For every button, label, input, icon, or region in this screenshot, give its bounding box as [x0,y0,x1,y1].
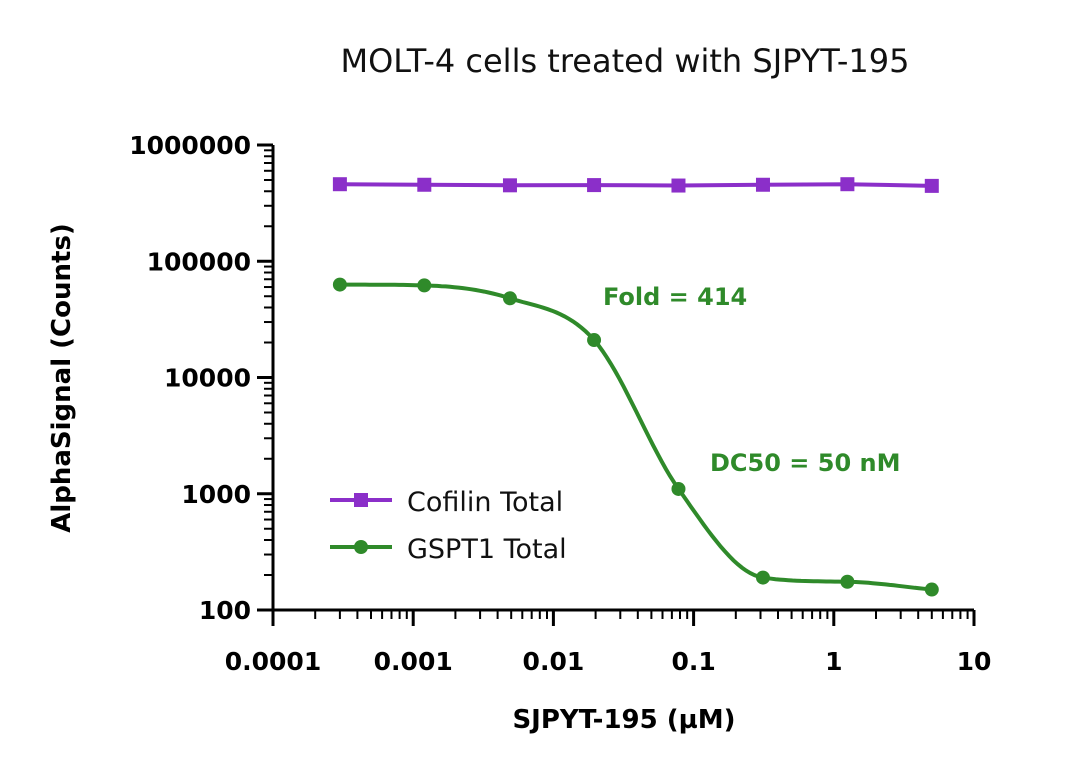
series-line-gspt1 [339,282,932,592]
point-cofilin [587,178,602,193]
point-gspt1 [502,291,517,306]
annotation-fold: Fold = 414 [603,283,747,311]
x-tick-label: 0.001 [374,647,453,676]
x-tick-label: 0.01 [523,647,585,676]
x-axis-label: SJPYT-195 (µM) [512,705,735,735]
legend-marker-cofilin [354,493,368,507]
x-tick-label: 1 [825,647,842,676]
y-tick-label: 100000 [147,247,251,276]
y-tick-label: 1000 [181,480,251,509]
point-gspt1 [924,582,939,597]
point-gspt1 [332,277,347,292]
legend: Cofilin Total GSPT1 Total [330,487,567,565]
x-tick-label: 10 [957,647,992,676]
series-lines [339,182,932,592]
y-tick-label: 1000000 [129,131,251,160]
x-tick-label: 0.1 [671,647,715,676]
y-axis-label: AlphaSignal (Counts) [47,223,77,533]
point-cofilin [671,178,686,193]
data-markers [332,177,939,597]
point-gspt1 [587,333,602,348]
series-line-cofilin [339,182,932,188]
legend-marker-gspt1 [354,540,368,554]
point-gspt1 [840,574,855,589]
chart-title: MOLT-4 cells treated with SJPYT-195 [340,42,909,80]
y-tick-label: 100 [199,596,251,625]
point-cofilin [755,177,770,192]
point-cofilin [502,178,517,193]
point-gspt1 [417,278,432,293]
point-cofilin [840,177,855,192]
point-cofilin [332,177,347,192]
point-cofilin [417,177,432,192]
point-gspt1 [671,481,686,496]
axes: 100 1000 10000 100000 1000000 0.0001 0.001 0.01… [129,131,991,676]
y-tick-label: 10000 [164,364,251,393]
point-cofilin [924,178,939,193]
annotation-dc50: DC50 = 50 nM [710,449,900,477]
legend-label-gspt1: GSPT1 Total [407,534,567,565]
point-gspt1 [755,570,770,585]
legend-label-cofilin: Cofilin Total [407,487,563,518]
x-tick-label: 0.0001 [225,647,321,676]
